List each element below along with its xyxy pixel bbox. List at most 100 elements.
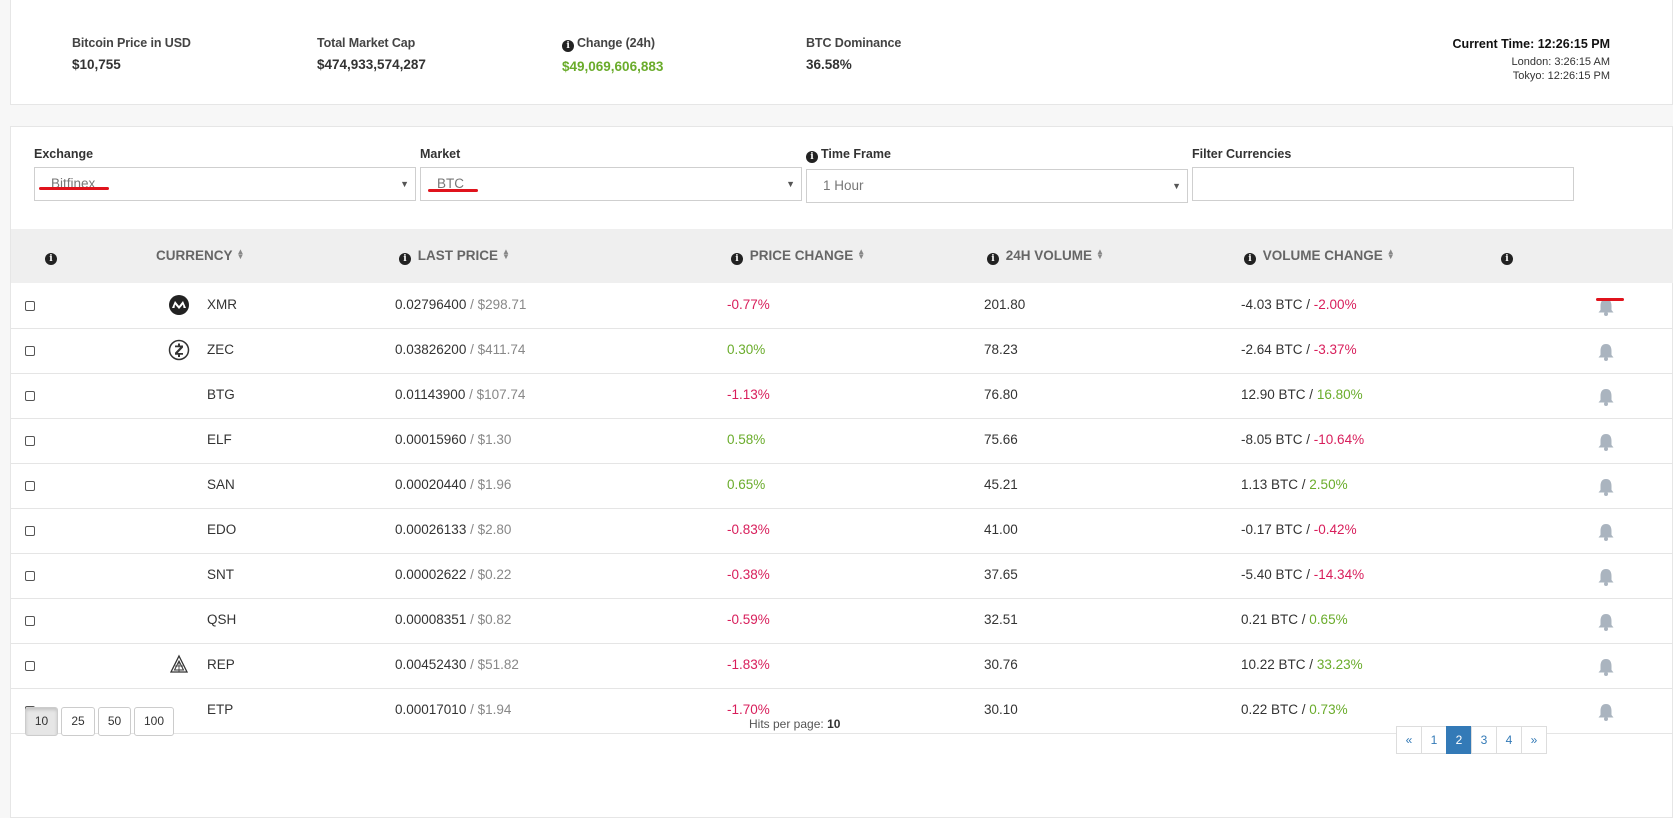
volume-change: -0.17 BTC / -0.42%	[1241, 522, 1357, 537]
table-row[interactable]: XMR 0.02796400 / $298.71 -0.77% 201.80 -…	[11, 284, 1673, 329]
london-time: London: 3:26:15 AM	[1511, 56, 1610, 68]
market-stats-bar: Bitcoin Price in USD $10,755 Total Marke…	[10, 0, 1673, 105]
volume-change: 12.90 BTC / 16.80%	[1241, 387, 1363, 402]
currency-symbol[interactable]: SAN	[207, 477, 235, 492]
volume-change: -2.64 BTC / -3.37%	[1241, 342, 1357, 357]
augur-icon	[169, 654, 189, 673]
page-1-button[interactable]: 1	[1421, 726, 1447, 754]
btc-price-stat: Bitcoin Price in USD $10,755	[72, 36, 191, 72]
page-3-button[interactable]: 3	[1471, 726, 1497, 754]
timeframe-select[interactable]: 1 Hour ▼	[806, 169, 1188, 203]
volume-column-header[interactable]: i 24H VOLUME ▲ ▼	[987, 248, 1104, 265]
market-cap-value: $474,933,574,287	[317, 57, 426, 72]
sort-icon: ▲ ▼	[502, 247, 510, 261]
volume: 41.00	[984, 522, 1018, 537]
bell-icon[interactable]	[1596, 297, 1616, 317]
info-icon[interactable]: i	[1244, 253, 1256, 265]
price-change-column-header[interactable]: i PRICE CHANGE ▲ ▼	[731, 248, 865, 265]
row-checkbox[interactable]	[25, 616, 35, 626]
table-row[interactable]: BTG 0.01143900 / $107.74 -1.13% 76.80 12…	[11, 374, 1673, 419]
info-icon[interactable]: i	[1501, 253, 1513, 265]
currency-symbol[interactable]: SNT	[207, 567, 234, 582]
currency-column-header[interactable]: CURRENCY ▲ ▼	[156, 247, 245, 264]
row-checkbox[interactable]	[25, 571, 35, 581]
per-page-100-button[interactable]: 100	[134, 707, 174, 736]
currency-symbol[interactable]: EDO	[207, 522, 237, 537]
chevron-down-icon: ▼	[1172, 181, 1181, 191]
timeframe-value: 1 Hour	[823, 178, 864, 193]
volume-change-column-header[interactable]: i VOLUME CHANGE ▲ ▼	[1244, 248, 1395, 265]
bell-icon[interactable]	[1596, 477, 1616, 497]
per-page-10-button[interactable]: 10	[25, 707, 58, 736]
currency-symbol[interactable]: ELF	[207, 432, 232, 447]
hits-per-page-text: Hits per page: 10	[749, 717, 841, 731]
dominance-label: BTC Dominance	[806, 36, 902, 50]
bell-icon[interactable]	[1596, 387, 1616, 407]
table-row[interactable]: ZEC 0.03826200 / $411.74 0.30% 78.23 -2.…	[11, 329, 1673, 374]
info-icon[interactable]: i	[562, 40, 574, 52]
tokyo-time: Tokyo: 12:26:15 PM	[1512, 70, 1610, 82]
row-checkbox[interactable]	[25, 346, 35, 356]
info-icon[interactable]: i	[399, 253, 411, 265]
price-change: -1.70%	[727, 702, 770, 717]
per-page-25-button[interactable]: 25	[61, 707, 95, 736]
row-checkbox[interactable]	[25, 436, 35, 446]
bell-icon[interactable]	[1596, 522, 1616, 542]
volume-change: 0.21 BTC / 0.65%	[1241, 612, 1348, 627]
bell-icon[interactable]	[1596, 432, 1616, 452]
last-price: 0.00002622 / $0.22	[395, 567, 512, 582]
info-icon[interactable]: i	[731, 253, 743, 265]
info-icon[interactable]: i	[806, 151, 818, 163]
bell-icon[interactable]	[1596, 567, 1616, 587]
per-page-50-button[interactable]: 50	[98, 707, 131, 736]
timeframe-label: Time Frame	[821, 147, 891, 161]
page-2-button[interactable]: 2	[1446, 726, 1472, 754]
currency-symbol[interactable]: BTG	[207, 387, 235, 402]
price-change: 0.58%	[727, 432, 766, 447]
volume: 30.10	[984, 702, 1018, 717]
table-row[interactable]: QSH 0.00008351 / $0.82 -0.59% 32.51 0.21…	[11, 599, 1673, 644]
bell-icon[interactable]	[1596, 342, 1616, 362]
last-price: 0.00017010 / $1.94	[395, 702, 512, 717]
market-select[interactable]: BTC ▼	[420, 167, 802, 201]
btc-price-label: Bitcoin Price in USD	[72, 36, 191, 50]
table-row[interactable]: ELF 0.00015960 / $1.30 0.58% 75.66 -8.05…	[11, 419, 1673, 464]
currency-symbol[interactable]: REP	[207, 657, 235, 672]
sort-icon: ▲ ▼	[1386, 247, 1395, 261]
exchange-select[interactable]: Bitfinex ▼	[34, 167, 416, 201]
chevron-down-icon: ▼	[786, 179, 795, 189]
row-checkbox[interactable]	[25, 391, 35, 401]
bell-icon[interactable]	[1596, 657, 1616, 677]
bell-icon[interactable]	[1596, 612, 1616, 632]
highlight-underline	[39, 187, 109, 190]
currency-symbol[interactable]: ZEC	[207, 342, 234, 357]
row-checkbox[interactable]	[25, 301, 35, 311]
page-prev-button[interactable]: «	[1396, 726, 1422, 754]
volume-change: 1.13 BTC / 2.50%	[1241, 477, 1348, 492]
info-icon[interactable]: i	[987, 253, 999, 265]
table-header: i CURRENCY ▲ ▼ i LAST PRICE ▲ ▼ i PRICE CHAN…	[11, 229, 1673, 283]
table-row[interactable]: SNT 0.00002622 / $0.22 -0.38% 37.65 -5.4…	[11, 554, 1673, 599]
last-price-column-header[interactable]: i LAST PRICE ▲ ▼	[399, 248, 510, 265]
bell-icon[interactable]	[1596, 702, 1616, 722]
volume: 201.80	[984, 297, 1026, 312]
monero-icon	[169, 295, 189, 315]
page-4-button[interactable]: 4	[1496, 726, 1522, 754]
page-next-button[interactable]: »	[1521, 726, 1547, 754]
currency-symbol[interactable]: ETP	[207, 702, 234, 717]
last-price: 0.00008351 / $0.82	[395, 612, 512, 627]
row-checkbox[interactable]	[25, 526, 35, 536]
currency-symbol[interactable]: XMR	[207, 297, 237, 312]
currency-filter-input[interactable]	[1192, 167, 1574, 201]
zcash-icon	[168, 339, 190, 361]
table-row[interactable]: SAN 0.00020440 / $1.96 0.65% 45.21 1.13 …	[11, 464, 1673, 509]
table-row[interactable]: REP 0.00452430 / $51.82 -1.83% 30.76 10.…	[11, 644, 1673, 689]
row-checkbox[interactable]	[25, 661, 35, 671]
table-row[interactable]: EDO 0.00026133 / $2.80 -0.83% 41.00 -0.1…	[11, 509, 1673, 554]
info-icon[interactable]: i	[45, 253, 57, 265]
row-checkbox[interactable]	[25, 481, 35, 491]
currency-symbol[interactable]: QSH	[207, 612, 237, 627]
last-price: 0.02796400 / $298.71	[395, 297, 527, 312]
world-clock: Current Time: 12:26:15 PM London: 3:26:1…	[1453, 37, 1610, 83]
timeframe-filter: i Time Frame 1 Hour ▼	[806, 147, 1188, 203]
